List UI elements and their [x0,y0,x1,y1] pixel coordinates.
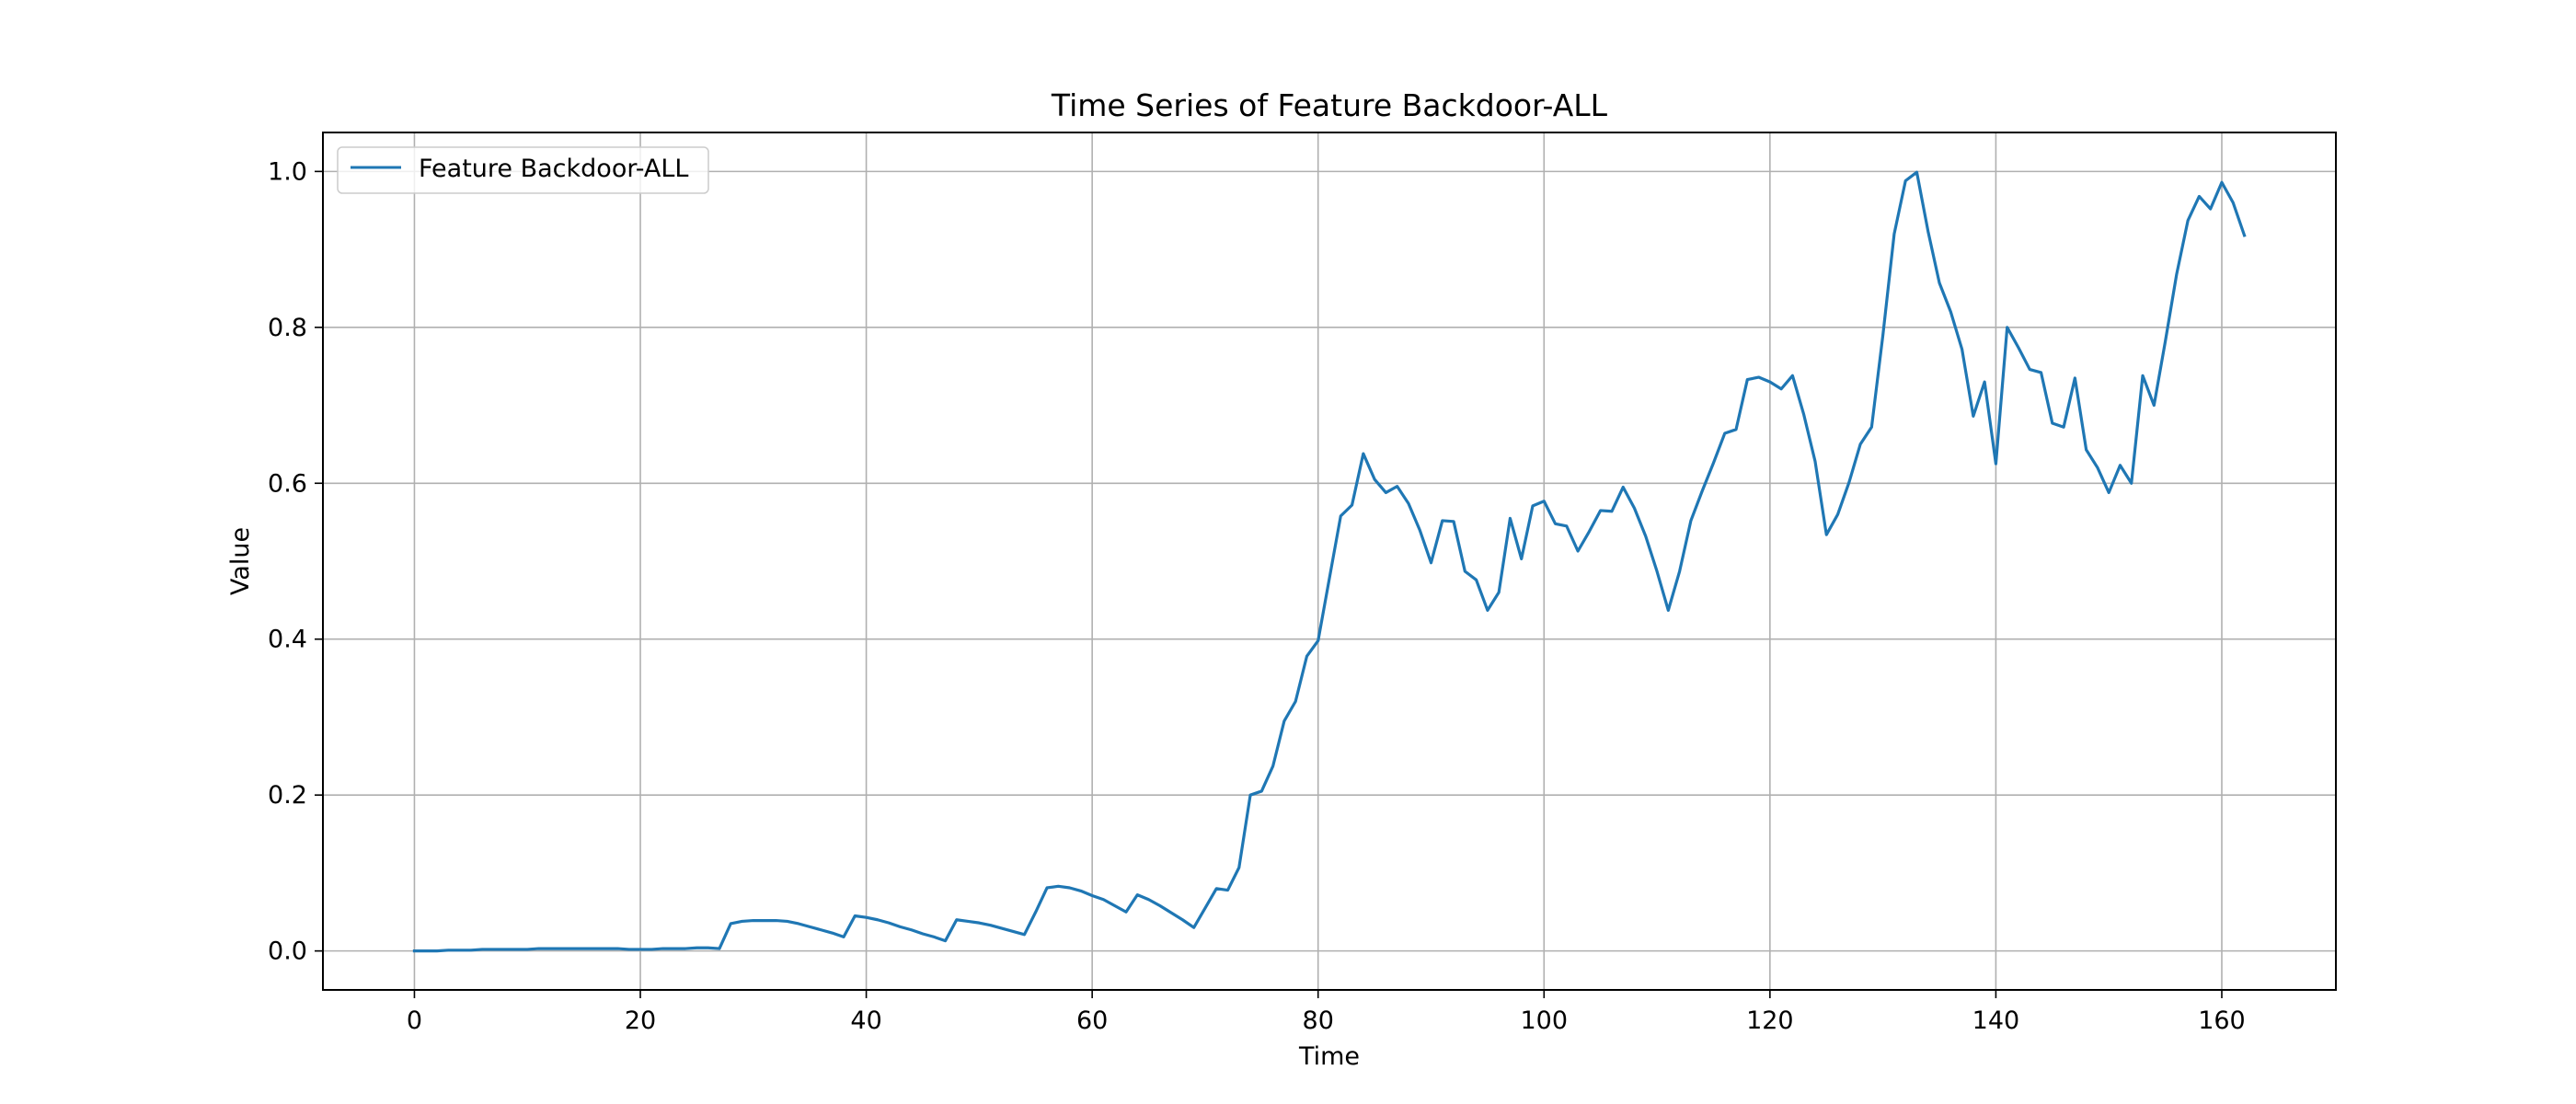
y-tick-label: 0.8 [268,314,307,342]
grid [323,132,2336,990]
x-tick-label: 80 [1303,1006,1334,1035]
x-tick-label: 0 [407,1006,422,1035]
legend-label: Feature Backdoor-ALL [419,155,688,183]
y-tick-label: 0.4 [268,626,307,654]
y-axis-title: Value [226,527,255,595]
x-tick-label: 160 [2198,1006,2246,1035]
chart-title: Time Series of Feature Backdoor-ALL [1051,87,1608,123]
y-tick-label: 1.0 [268,157,307,186]
series-layer [412,170,2247,953]
series-line [412,170,2247,953]
plot-frame [322,132,2337,991]
x-tick-label: 120 [1746,1006,1794,1035]
x-tick-label: 60 [1076,1006,1108,1035]
x-tick-label: 20 [625,1006,656,1035]
x-tick-label: 140 [1972,1006,2020,1035]
y-tick-label: 0.6 [268,469,307,498]
x-tick-label: 100 [1521,1006,1569,1035]
y-tick-label: 0.2 [268,781,307,810]
legend-box [337,146,709,194]
ticks: 0 20 40 60 80 100 120 140 160 0.0 0.2 0.4 0.6 0.8 1.0 [268,157,2246,1035]
legend: Feature Backdoor-ALL [337,146,709,194]
x-tick-label: 40 [850,1006,881,1035]
y-tick-label: 0.0 [268,937,307,966]
x-axis-title: Time [1298,1042,1360,1071]
